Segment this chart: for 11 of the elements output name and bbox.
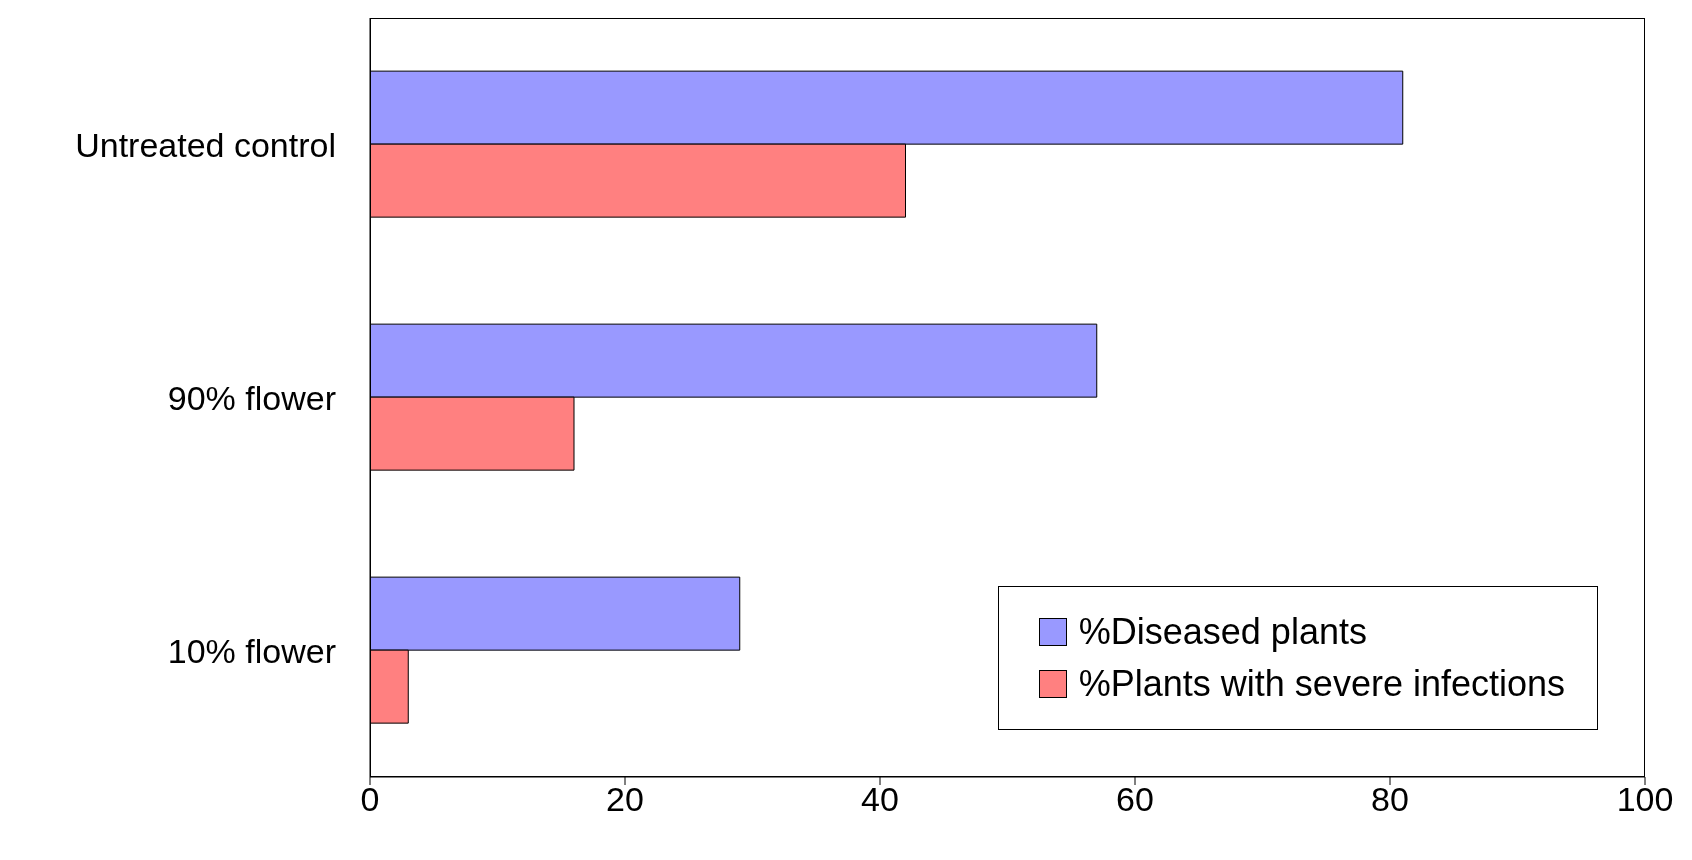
x-tick-label: 60 [1116,780,1154,819]
x-tick-label: 100 [1616,780,1674,819]
y-tick-label: Untreated control [75,125,336,164]
x-tick-label: 0 [360,780,380,819]
y-tick-label: 90% flower [167,378,336,417]
y-tick-label: 10% flower [167,631,336,670]
legend-label: %Plants with severe infections [1078,663,1565,705]
legend-label: %Diseased plants [1078,611,1367,653]
x-tick-label: 40 [861,780,899,819]
x-tick-label: 20 [606,780,644,819]
x-tick-label: 80 [1371,780,1409,819]
